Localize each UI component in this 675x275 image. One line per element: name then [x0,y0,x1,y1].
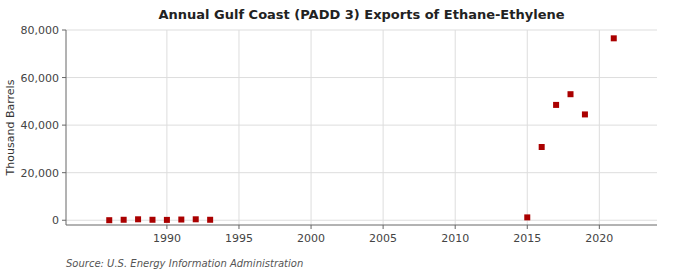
x-tick-label: 2010 [441,232,469,245]
y-tick-label: 80,000 [21,24,60,37]
x-grid-line [527,30,528,225]
y-tick-label: 60,000 [21,72,60,85]
y-tick [62,220,66,221]
y-tick [62,125,66,126]
x-tick [527,225,528,229]
x-grid-line [311,30,312,225]
points [106,35,617,223]
point [207,217,213,223]
title: Annual Gulf Coast (PADD 3) Exports of Et… [158,7,564,22]
x-tick [455,225,456,229]
y-tick-label: 20,000 [21,167,60,180]
x-tick [383,225,384,229]
x-tick-label: 2005 [369,232,397,245]
grid [66,30,657,225]
x-grid-line [238,30,239,225]
x-grid-line [383,30,384,225]
point [106,217,112,223]
x-tick-label: 2000 [297,232,325,245]
x-grid-line [599,30,600,225]
chart-container: Annual Gulf Coast (PADD 3) Exports of Et… [0,0,675,275]
x-grid-line [455,30,456,225]
y-grid-line [66,77,657,78]
chart-svg: Annual Gulf Coast (PADD 3) Exports of Et… [0,0,675,275]
point [553,102,559,108]
y-tick [62,77,66,78]
x-tick [238,225,239,229]
point [568,91,574,97]
point [539,144,545,150]
x-tick-label: 1995 [225,232,253,245]
y-tick [62,30,66,31]
point [121,217,127,223]
point [149,217,155,223]
point [582,111,588,117]
y-tick [62,172,66,173]
x-axis-line [66,225,657,226]
x-tick-label: 2015 [513,232,541,245]
x-grid-line [166,30,167,225]
point [178,217,184,223]
y-grid-line [66,125,657,126]
y-axis-label: Thousand Barrels [4,79,17,176]
axes: 0 20,000 40,000 60,000 80,000 1990 1995 2000 200… [21,24,658,245]
y-tick-label: 40,000 [21,119,60,132]
x-tick-label: 1990 [153,232,181,245]
y-axis-line [66,30,67,225]
x-tick [166,225,167,229]
source-note: Source: U.S. Energy Information Administ… [66,258,303,269]
point [524,214,530,220]
point [193,216,199,222]
x-tick [599,225,600,229]
point [611,35,617,41]
y-grid-line [66,172,657,173]
point [135,216,141,222]
x-tick-label: 2020 [585,232,613,245]
y-tick-label: 0 [52,214,59,227]
x-tick [311,225,312,229]
y-grid-line [66,30,657,31]
point [164,217,170,223]
